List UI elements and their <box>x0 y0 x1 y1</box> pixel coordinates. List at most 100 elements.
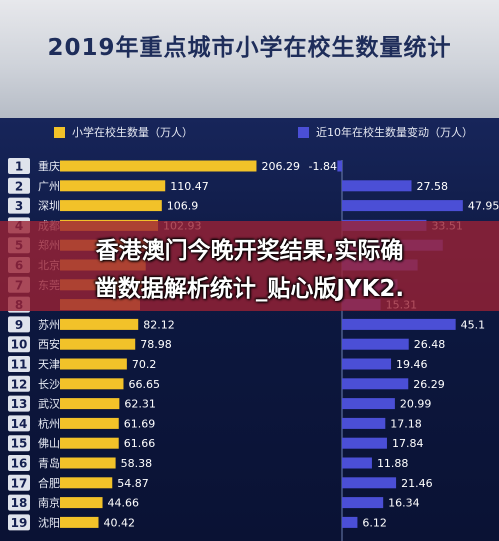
change-value-label: 47.95 <box>468 200 499 213</box>
student-count-bar <box>60 457 116 469</box>
change-bar <box>342 477 397 489</box>
change-bar <box>342 180 412 192</box>
student-count-value-label: 40.42 <box>103 516 135 529</box>
change-bar <box>342 516 358 528</box>
student-count-value-label: 70.2 <box>132 358 157 371</box>
student-count-value-label: 61.69 <box>124 417 156 430</box>
rank-box <box>8 158 30 174</box>
student-count-bar <box>60 200 162 212</box>
student-count-bar <box>60 477 113 489</box>
rank-label: 13 <box>11 397 28 411</box>
change-value-label: 16.34 <box>388 497 420 510</box>
category-label: 重庆 <box>38 159 60 173</box>
rank-box <box>8 474 30 491</box>
change-bar <box>342 398 395 410</box>
change-bar <box>342 497 384 509</box>
rank-label: 9 <box>15 318 23 332</box>
change-bar <box>342 457 372 469</box>
student-count-value-label: 62.31 <box>124 398 156 411</box>
rank-label: 12 <box>11 377 28 391</box>
student-count-bar <box>60 398 120 410</box>
rank-label: 3 <box>15 199 23 213</box>
change-bar <box>342 417 386 429</box>
rank-box <box>8 356 30 372</box>
student-count-value-label: 110.47 <box>170 180 209 193</box>
rank-box <box>8 435 30 452</box>
chart-header: 2019年重点城市小学在校生数量统计 <box>0 0 499 118</box>
change-bar <box>342 318 456 330</box>
rank-label: 10 <box>11 338 28 352</box>
rank-label: 1 <box>15 160 23 174</box>
rank-box <box>8 375 30 392</box>
change-value-label: 6.12 <box>362 516 387 529</box>
student-count-bar <box>60 516 99 528</box>
category-label: 沈阳 <box>38 515 60 529</box>
student-count-bar <box>60 417 119 429</box>
student-count-bar <box>60 338 136 350</box>
student-count-value-label: 66.65 <box>128 378 160 391</box>
change-value-label: 11.88 <box>377 457 409 470</box>
rank-box <box>8 455 30 471</box>
change-value-label: 45.1 <box>461 318 486 331</box>
change-value-label: 19.46 <box>396 358 428 371</box>
overlay-text-line-2: 凿数据解析统计_贴心版JYK2. <box>94 276 405 302</box>
rank-label: 17 <box>11 476 28 490</box>
legend-swatch-student-count <box>54 127 65 138</box>
category-label: 杭州 <box>38 416 60 430</box>
student-count-value-label: 61.66 <box>124 437 156 450</box>
change-bar <box>337 160 342 172</box>
legend-label-student-count: 小学在校生数量（万人） <box>72 126 193 139</box>
category-label: 青岛 <box>38 456 60 470</box>
change-value-label: 27.58 <box>417 180 449 193</box>
category-label: 广州 <box>38 180 60 193</box>
rank-label: 16 <box>11 457 28 471</box>
change-value-label: 26.29 <box>413 378 445 391</box>
category-label: 佛山 <box>38 437 60 450</box>
category-label: 合肥 <box>38 476 60 490</box>
student-count-value-label: 44.66 <box>108 497 139 510</box>
student-count-bar <box>60 358 127 370</box>
student-count-bar <box>60 437 119 449</box>
category-label: 苏州 <box>38 318 60 331</box>
change-value-label: 17.18 <box>390 417 422 430</box>
overlay-banner: 香港澳门今晚开奖结果,实际确 凿数据解析统计_贴心版JYK2. <box>0 221 499 311</box>
student-count-bar <box>60 378 124 390</box>
student-count-value-label: 78.98 <box>140 338 172 351</box>
legend-label-change: 近10年在校生数量变动（万人） <box>316 126 473 139</box>
rank-label: 11 <box>11 358 28 372</box>
student-count-bar <box>60 180 166 192</box>
change-bar <box>342 378 409 390</box>
chart-title: 2019年重点城市小学在校生数量统计 <box>47 35 452 61</box>
student-count-bar <box>60 497 103 509</box>
student-count-bar <box>60 160 257 172</box>
student-count-bar <box>60 318 139 330</box>
rank-box <box>8 494 30 511</box>
rank-label: 19 <box>11 516 28 530</box>
overlay-text-line-1: 香港澳门今晚开奖结果,实际确 <box>95 238 404 264</box>
student-count-value-label: 58.38 <box>121 457 153 470</box>
change-bar <box>342 338 409 350</box>
category-label: 深圳 <box>38 200 60 213</box>
change-bar <box>342 200 463 212</box>
category-label: 长沙 <box>38 378 60 391</box>
change-value-label: 21.46 <box>401 477 433 490</box>
rank-box <box>8 316 30 333</box>
change-bar <box>342 358 392 370</box>
category-label: 南京 <box>38 496 60 510</box>
rank-box <box>8 395 30 412</box>
change-value-label: -1.84 <box>309 160 337 173</box>
category-label: 西安 <box>38 337 60 351</box>
rank-box <box>8 177 30 194</box>
rank-box <box>8 197 30 214</box>
change-value-label: 26.48 <box>414 338 446 351</box>
rank-label: 14 <box>11 417 28 431</box>
change-value-label: 17.84 <box>392 437 424 450</box>
student-count-value-label: 82.12 <box>143 318 175 331</box>
student-count-value-label: 206.29 <box>261 160 300 173</box>
rank-label: 2 <box>15 179 23 193</box>
rank-box <box>8 514 30 531</box>
rank-box <box>8 336 30 353</box>
change-bar <box>342 437 387 449</box>
category-label: 武汉 <box>38 398 60 411</box>
rank-box <box>8 415 30 432</box>
